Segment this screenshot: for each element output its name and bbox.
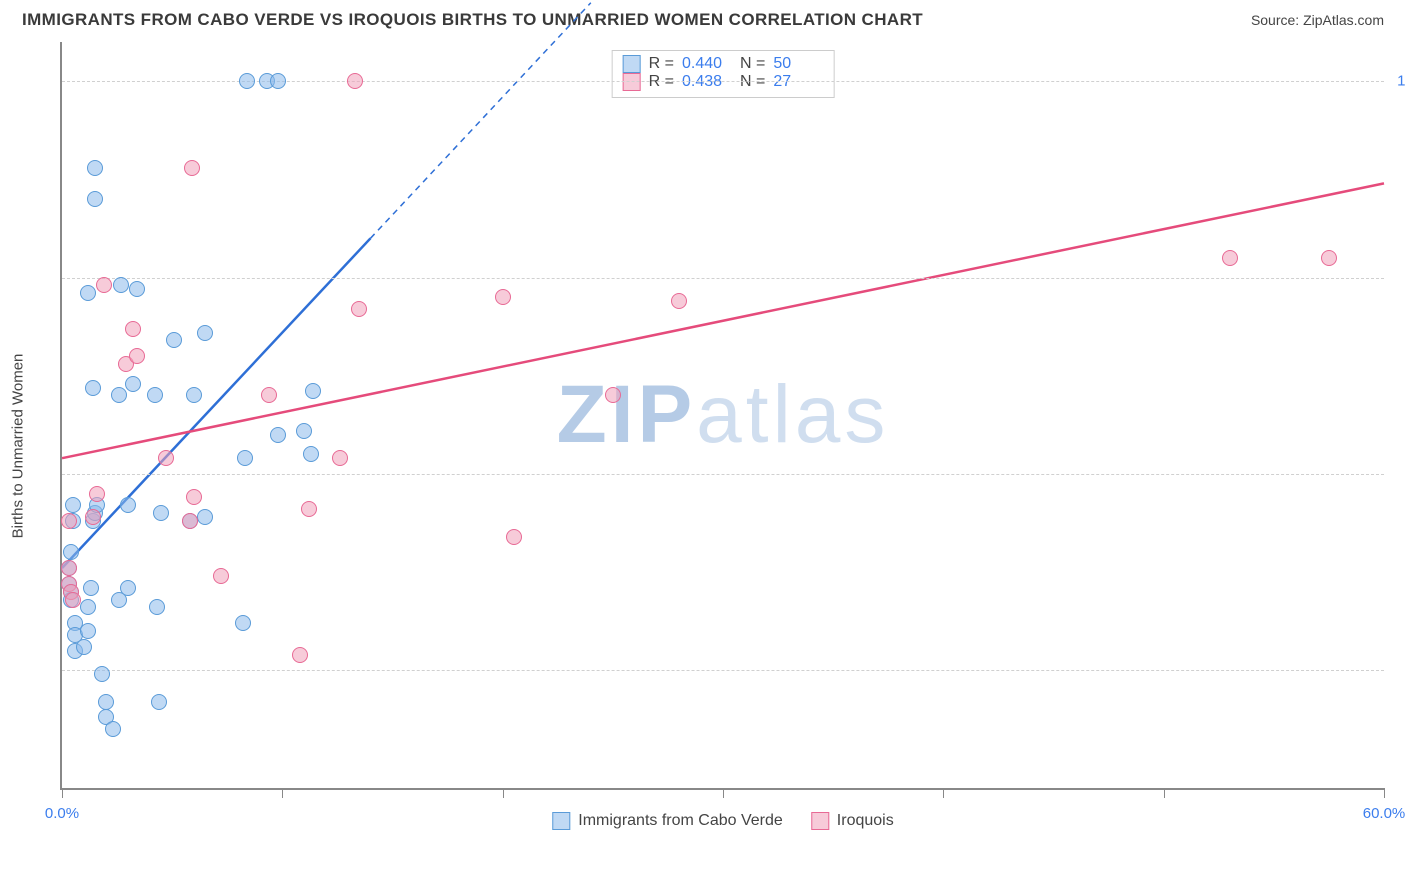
data-point — [197, 509, 213, 525]
data-point — [261, 387, 277, 403]
data-point — [65, 592, 81, 608]
legend-r-value: 0.440 — [682, 55, 732, 73]
legend-item: Immigrants from Cabo Verde — [552, 812, 783, 830]
data-point — [85, 509, 101, 525]
legend-item: Iroquois — [811, 812, 894, 830]
data-point — [96, 277, 112, 293]
data-point — [125, 321, 141, 337]
data-point — [120, 497, 136, 513]
scatter-plot: ZIPatlas R = 0.440 N = 50 R = 0.438 N = … — [60, 42, 1384, 790]
gridline — [62, 474, 1384, 475]
gridline — [62, 278, 1384, 279]
legend-series-label: Immigrants from Cabo Verde — [578, 812, 783, 830]
data-point — [105, 721, 121, 737]
data-point — [113, 277, 129, 293]
data-point — [153, 505, 169, 521]
legend-n-key: N = — [740, 55, 765, 73]
source-label: Source: ZipAtlas.com — [1251, 12, 1384, 28]
y-tick-label: 75.0% — [1392, 269, 1406, 286]
legend-swatch — [623, 55, 641, 73]
data-point — [63, 544, 79, 560]
x-tick-label: 60.0% — [1363, 805, 1406, 822]
data-point — [184, 160, 200, 176]
data-point — [292, 647, 308, 663]
data-point — [98, 694, 114, 710]
data-point — [213, 568, 229, 584]
data-point — [237, 450, 253, 466]
data-point — [111, 387, 127, 403]
data-point — [85, 380, 101, 396]
y-tick-label: 50.0% — [1392, 465, 1406, 482]
data-point — [80, 623, 96, 639]
data-point — [1321, 250, 1337, 266]
series-legend: Immigrants from Cabo Verde Iroquois — [552, 812, 893, 830]
x-tick-label: 0.0% — [45, 805, 79, 822]
data-point — [166, 332, 182, 348]
data-point — [61, 560, 77, 576]
legend-series-label: Iroquois — [837, 812, 894, 830]
y-tick-label: 25.0% — [1392, 662, 1406, 679]
legend-row: R = 0.440 N = 50 — [623, 55, 824, 73]
x-tick — [723, 788, 724, 798]
x-tick — [943, 788, 944, 798]
x-tick — [282, 788, 283, 798]
y-tick-label: 100.0% — [1392, 73, 1406, 90]
chart-title: IMMIGRANTS FROM CABO VERDE VS IROQUOIS B… — [22, 10, 923, 30]
data-point — [65, 497, 81, 513]
gridline — [62, 670, 1384, 671]
legend-n-value: 50 — [773, 55, 823, 73]
legend-swatch — [552, 812, 570, 830]
data-point — [87, 160, 103, 176]
data-point — [147, 387, 163, 403]
data-point — [301, 501, 317, 517]
data-point — [94, 666, 110, 682]
data-point — [305, 383, 321, 399]
data-point — [151, 694, 167, 710]
data-point — [186, 387, 202, 403]
data-point — [87, 191, 103, 207]
x-tick — [62, 788, 63, 798]
data-point — [239, 73, 255, 89]
data-point — [303, 446, 319, 462]
data-point — [270, 427, 286, 443]
data-point — [270, 73, 286, 89]
data-point — [495, 289, 511, 305]
legend-swatch — [811, 812, 829, 830]
data-point — [332, 450, 348, 466]
x-tick — [1164, 788, 1165, 798]
trend-lines — [62, 42, 1384, 788]
data-point — [129, 348, 145, 364]
y-axis-label: Births to Unmarried Women — [10, 354, 27, 539]
data-point — [182, 513, 198, 529]
x-tick — [503, 788, 504, 798]
data-point — [83, 580, 99, 596]
data-point — [1222, 250, 1238, 266]
data-point — [125, 376, 141, 392]
data-point — [158, 450, 174, 466]
data-point — [671, 293, 687, 309]
correlation-legend: R = 0.440 N = 50 R = 0.438 N = 27 — [612, 50, 835, 98]
data-point — [197, 325, 213, 341]
data-point — [129, 281, 145, 297]
x-tick — [1384, 788, 1385, 798]
data-point — [296, 423, 312, 439]
chart-container: Births to Unmarried Women ZIPatlas R = 0… — [22, 42, 1384, 850]
data-point — [351, 301, 367, 317]
data-point — [186, 489, 202, 505]
data-point — [80, 599, 96, 615]
data-point — [76, 639, 92, 655]
data-point — [506, 529, 522, 545]
data-point — [80, 285, 96, 301]
data-point — [89, 486, 105, 502]
data-point — [149, 599, 165, 615]
data-point — [120, 580, 136, 596]
legend-r-key: R = — [649, 55, 674, 73]
data-point — [347, 73, 363, 89]
data-point — [235, 615, 251, 631]
data-point — [61, 513, 77, 529]
data-point — [605, 387, 621, 403]
